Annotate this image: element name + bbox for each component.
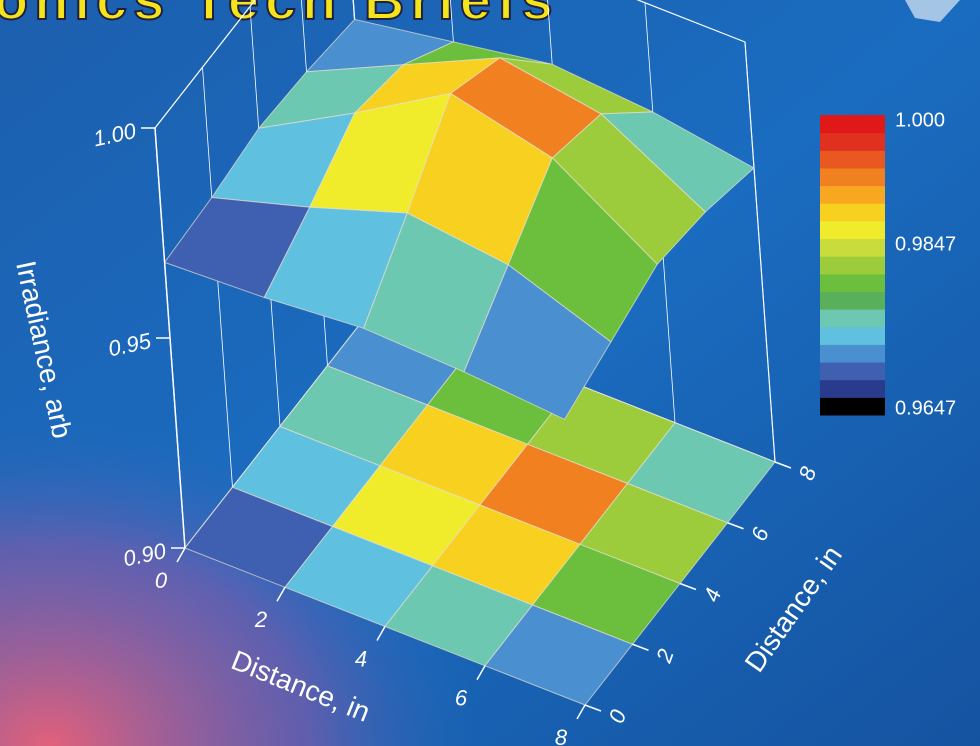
y-tick — [584, 704, 602, 712]
colorbar-segment — [820, 115, 885, 134]
colorbar-segment — [820, 273, 885, 292]
colorbar-segment — [820, 132, 885, 151]
colorbar-segment — [820, 238, 885, 257]
x-tick — [276, 586, 286, 602]
colorbar-segment — [820, 309, 885, 328]
colorbar-segment — [820, 167, 885, 187]
colorbar-segment — [820, 379, 885, 398]
colorbar-segment — [820, 344, 885, 363]
x-tick — [376, 626, 386, 641]
surface-cell — [463, 264, 612, 421]
magazine-title: onics Tech Briefs — [0, 0, 559, 31]
colorbar-label: 1.000 — [895, 109, 945, 131]
x-tick — [476, 665, 486, 681]
x-tick — [176, 547, 186, 563]
y-tick — [632, 643, 649, 651]
z-axis — [154, 127, 186, 549]
colorbar-segment — [820, 291, 885, 310]
colorbar-segment — [820, 150, 885, 169]
x-tick-label: 4 — [355, 646, 367, 671]
x-tick-label: 2 — [254, 607, 267, 632]
colorbar-segment — [820, 362, 885, 381]
colorbar-label: 0.9847 — [895, 233, 956, 255]
colorbar-segment — [820, 397, 885, 416]
x-tick-label: 6 — [455, 686, 468, 711]
colorbar-segment — [820, 220, 885, 240]
colorbar-segment — [820, 203, 885, 222]
y-tick — [679, 582, 697, 591]
colorbar-segment — [820, 185, 885, 204]
grid-line — [744, 41, 776, 463]
colorbar-segment — [820, 326, 885, 345]
y-tick — [727, 522, 744, 530]
y-tick — [774, 461, 792, 469]
x-tick — [576, 704, 586, 720]
x-tick-label: 0 — [155, 568, 168, 593]
colorbar-segment — [820, 256, 885, 275]
colorbar-label: 0.9647 — [895, 397, 956, 419]
corner-icon — [905, 0, 960, 22]
x-tick-label: 8 — [555, 725, 568, 746]
